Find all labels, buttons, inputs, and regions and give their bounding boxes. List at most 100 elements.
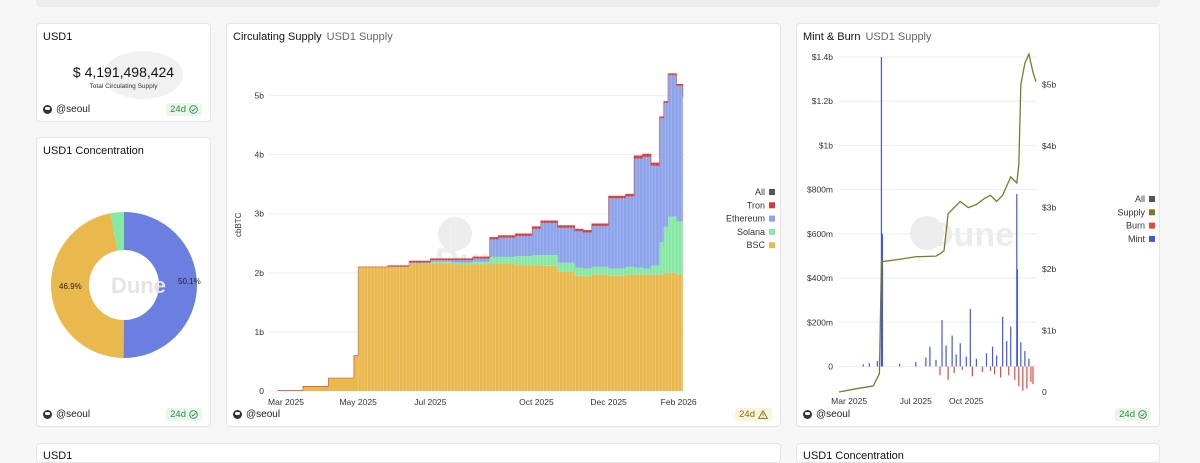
y-tick-label: 0 — [259, 386, 264, 396]
legend-swatch-supply — [1149, 209, 1155, 216]
mint-bar — [1020, 342, 1022, 367]
legend-swatch-mint — [1149, 235, 1155, 242]
counter-card-title: USD1 — [43, 31, 73, 43]
legend-swatch-tron — [769, 202, 775, 209]
y-tick-label: 2b — [255, 268, 265, 278]
x-tick-label: Jul 2025 — [414, 397, 446, 407]
donut-slices — [50, 212, 198, 358]
mint-bar — [925, 357, 927, 367]
mintburn-gridlines — [839, 56, 1037, 367]
author-name: @seoul — [56, 409, 91, 420]
concentration-card-title: USD1 Concentration — [43, 145, 144, 157]
counter-card: USD1 $ 4,191,498,424 Total Circulating S… — [36, 23, 211, 122]
area-bsc — [277, 263, 683, 391]
y-left-tick-label: $1.2b — [812, 96, 834, 106]
burn-bar — [939, 366, 941, 376]
author-name: @seoul — [816, 409, 851, 420]
mintburn-bars — [862, 57, 1034, 391]
legend-label-supply: Supply — [1117, 207, 1145, 217]
mint-bar — [876, 360, 878, 367]
burn-bar — [1026, 366, 1028, 389]
donut-slice-ethereum — [123, 212, 198, 358]
burn-bar — [1022, 366, 1024, 391]
y-left-tick-label: $600m — [807, 229, 833, 239]
mint-bar — [915, 362, 917, 367]
supply-subtitle: USD1 Supply — [326, 31, 393, 43]
concentration-card: USD1 Concentration Dune 50.1% 46.9% @seo… — [36, 137, 211, 427]
legend-swatch-ethereum — [769, 215, 775, 222]
avatar-icon — [43, 105, 52, 114]
avatar-icon — [43, 410, 52, 419]
counter-label: Total Circulating Supply — [89, 83, 158, 90]
dune-watermark: Dune — [111, 273, 166, 298]
mintburn-card: Mint & Burn USD1 Supply Dune 0 $200m $400m $… — [796, 23, 1160, 427]
legend-label-all: All — [1135, 194, 1145, 204]
mint-bar — [868, 363, 870, 367]
check-circle-icon — [189, 410, 198, 419]
mint-bar — [899, 363, 901, 367]
author-link[interactable]: @seoul — [43, 104, 90, 115]
burn-bar — [989, 366, 992, 371]
burn-bar — [1000, 366, 1002, 378]
y-right-tick-label: $1b — [1042, 326, 1056, 336]
y-tick-label: 4b — [255, 150, 265, 160]
mint-bar — [969, 309, 971, 367]
counter-background — [103, 51, 183, 99]
burn-bar — [971, 366, 973, 377]
mint-bar — [955, 354, 957, 367]
mint-bar — [1016, 269, 1019, 367]
legend-label-solana: Solana — [737, 227, 765, 237]
mintburn-legend[interactable]: All Supply Burn Mint — [1117, 194, 1155, 244]
y-left-tick-label: 0 — [828, 361, 833, 371]
burn-bar — [947, 366, 949, 380]
mint-bar — [880, 57, 883, 367]
slice-label-ethereum: 50.1% — [178, 277, 201, 286]
author-link[interactable]: @seoul — [233, 409, 280, 420]
legend-label-mint: Mint — [1128, 234, 1146, 244]
burn-bar — [1014, 366, 1016, 380]
legend-swatch-burn — [1149, 222, 1155, 229]
y-right-tick-label: $4b — [1042, 141, 1056, 151]
mint-bar — [862, 364, 864, 367]
supply-card-title: Circulating Supply USD1 Supply — [233, 31, 393, 43]
warning-icon — [758, 410, 768, 419]
y-axis-label: cbBTC — [234, 212, 243, 237]
author-name: @seoul — [56, 104, 91, 115]
check-circle-icon — [189, 105, 198, 114]
legend-label-bsc: BSC — [746, 240, 765, 250]
mintburn-chart: Dune 0$200m$400m$600m$800m$1b$1.2b$1.4b0… — [807, 51, 1155, 406]
y-left-tick-label: $1b — [819, 140, 833, 150]
bottom-left-title: USD1 — [43, 450, 73, 462]
x-tick-label: May 2025 — [339, 397, 377, 407]
legend-swatch-bsc — [769, 242, 775, 249]
freshness-badge: 24d — [166, 408, 202, 421]
legend-swatch-all — [1149, 196, 1155, 202]
mint-bar — [1024, 351, 1026, 367]
supply-legend[interactable]: All Tron Ethereum Solana BSC — [726, 187, 775, 250]
mintburn-subtitle: USD1 Supply — [865, 31, 932, 43]
author-link[interactable]: @seoul — [43, 409, 90, 420]
mintburn-card-title: Mint & Burn USD1 Supply — [803, 31, 932, 43]
legend-swatch-all — [769, 189, 775, 195]
mint-bar — [1016, 194, 1018, 367]
author-link[interactable]: @seoul — [803, 409, 850, 420]
counter-value: $ 4,191,498,424 — [72, 64, 175, 80]
mint-bar — [985, 353, 988, 367]
author-name: @seoul — [246, 409, 281, 420]
y-tick-label: 1b — [255, 327, 265, 337]
burn-bar — [993, 366, 996, 375]
check-circle-icon — [1138, 410, 1147, 419]
y-right-tick-label: 0 — [1042, 387, 1047, 397]
burn-bar — [953, 366, 955, 374]
legend-label-burn: Burn — [1126, 221, 1145, 231]
supply-title: Circulating Supply — [233, 31, 322, 43]
y-tick-label: 3b — [255, 209, 265, 219]
mint-bar — [1006, 341, 1008, 367]
y-left-tick-label: $200m — [807, 317, 833, 327]
avatar-icon — [233, 410, 242, 419]
y-left-tick-label: $400m — [807, 273, 833, 283]
y-left-tick-label: $1.4b — [812, 52, 834, 62]
burn-bar — [1032, 366, 1034, 385]
